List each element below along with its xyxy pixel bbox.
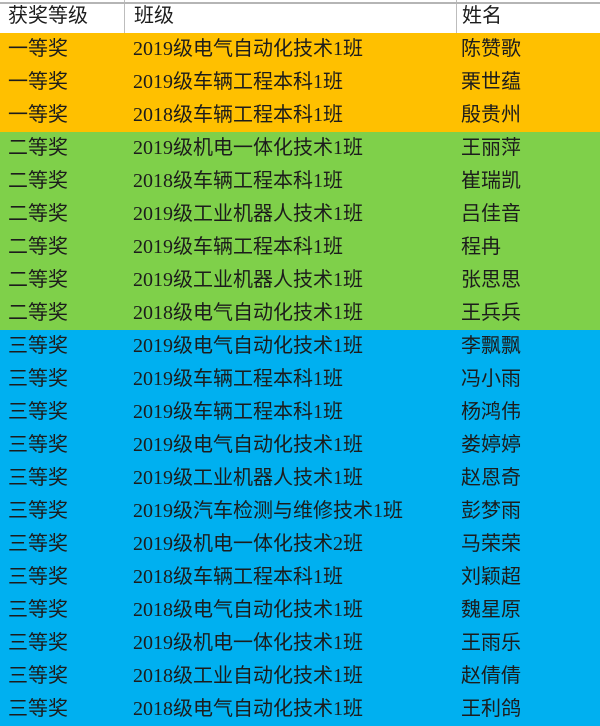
cell-name[interactable]: 马荣荣	[461, 533, 521, 555]
table-row: 三等奖 2019级车辆工程本科1班 杨鸿伟	[0, 396, 600, 429]
table-row: 三等奖 2019级机电一体化技术1班 王雨乐	[0, 627, 600, 660]
cell-class[interactable]: 2019级工业机器人技术1班	[133, 269, 363, 291]
table-body: 一等奖 2019级电气自动化技术1班 陈赞歌 一等奖 2019级车辆工程本科1班…	[0, 33, 600, 726]
table-row: 一等奖 2018级车辆工程本科1班 殷贵州	[0, 99, 600, 132]
cell-award-level[interactable]: 三等奖	[8, 368, 68, 390]
table-row: 一等奖 2019级电气自动化技术1班 陈赞歌	[0, 33, 600, 66]
cell-name[interactable]: 王利鸽	[461, 698, 521, 720]
table-row: 二等奖 2019级工业机器人技术1班 张思思	[0, 264, 600, 297]
table-row: 二等奖 2019级机电一体化技术1班 王丽萍	[0, 132, 600, 165]
cell-award-level[interactable]: 三等奖	[8, 665, 68, 687]
cell-class[interactable]: 2019级机电一体化技术1班	[133, 632, 363, 654]
cell-award-level[interactable]: 三等奖	[8, 434, 68, 456]
cell-name[interactable]: 崔瑞凯	[461, 170, 521, 192]
table-row: 二等奖 2019级工业机器人技术1班 吕佳音	[0, 198, 600, 231]
cell-class[interactable]: 2019级机电一体化技术2班	[133, 533, 363, 555]
cell-name[interactable]: 栗世蕴	[461, 71, 521, 93]
cell-award-level[interactable]: 三等奖	[8, 698, 68, 720]
cell-class[interactable]: 2018级电气自动化技术1班	[133, 302, 363, 324]
cell-name[interactable]: 王兵兵	[461, 302, 521, 324]
cell-award-level[interactable]: 三等奖	[8, 599, 68, 621]
cell-class[interactable]: 2018级电气自动化技术1班	[133, 698, 363, 720]
cell-name[interactable]: 张思思	[461, 269, 521, 291]
cell-name[interactable]: 杨鸿伟	[461, 401, 521, 423]
cell-name[interactable]: 吕佳音	[461, 203, 521, 225]
cell-award-level[interactable]: 三等奖	[8, 566, 68, 588]
cell-class[interactable]: 2019级车辆工程本科1班	[133, 236, 343, 258]
cell-award-level[interactable]: 三等奖	[8, 632, 68, 654]
cell-class[interactable]: 2019级电气自动化技术1班	[133, 335, 363, 357]
cell-award-level[interactable]: 三等奖	[8, 533, 68, 555]
cell-award-level[interactable]: 二等奖	[8, 236, 68, 258]
cell-class[interactable]: 2019级工业机器人技术1班	[133, 467, 363, 489]
cell-award-level[interactable]: 三等奖	[8, 500, 68, 522]
table-row: 三等奖 2019级电气自动化技术1班 娄婷婷	[0, 429, 600, 462]
cell-class[interactable]: 2018级车辆工程本科1班	[133, 104, 343, 126]
cell-name[interactable]: 赵倩倩	[461, 665, 521, 687]
table-row: 三等奖 2019级车辆工程本科1班 冯小雨	[0, 363, 600, 396]
column-header-name[interactable]: 姓名	[456, 0, 600, 33]
cell-award-level[interactable]: 三等奖	[8, 401, 68, 423]
cell-class[interactable]: 2019级汽车检测与维修技术1班	[133, 500, 403, 522]
table-row: 三等奖 2019级工业机器人技术1班 赵恩奇	[0, 462, 600, 495]
table-row: 三等奖 2019级机电一体化技术2班 马荣荣	[0, 528, 600, 561]
cell-class[interactable]: 2019级车辆工程本科1班	[133, 368, 343, 390]
cell-name[interactable]: 程冉	[461, 236, 501, 258]
cell-class[interactable]: 2019级机电一体化技术1班	[133, 137, 363, 159]
cell-class[interactable]: 2019级电气自动化技术1班	[133, 434, 363, 456]
cell-award-level[interactable]: 三等奖	[8, 335, 68, 357]
cell-class[interactable]: 2018级电气自动化技术1班	[133, 599, 363, 621]
cell-award-level[interactable]: 三等奖	[8, 467, 68, 489]
table-row: 三等奖 2018级电气自动化技术1班 王利鸽	[0, 693, 600, 726]
table-row: 三等奖 2019级汽车检测与维修技术1班 彭梦雨	[0, 495, 600, 528]
cell-name[interactable]: 刘颖超	[461, 566, 521, 588]
cell-name[interactable]: 冯小雨	[461, 368, 521, 390]
cell-award-level[interactable]: 二等奖	[8, 203, 68, 225]
cell-class[interactable]: 2018级车辆工程本科1班	[133, 170, 343, 192]
cell-class[interactable]: 2019级车辆工程本科1班	[133, 71, 343, 93]
cell-award-level[interactable]: 二等奖	[8, 137, 68, 159]
table-row: 二等奖 2018级电气自动化技术1班 王兵兵	[0, 297, 600, 330]
cell-class[interactable]: 2019级工业机器人技术1班	[133, 203, 363, 225]
cell-award-level[interactable]: 二等奖	[8, 269, 68, 291]
cell-award-level[interactable]: 一等奖	[8, 38, 68, 60]
table-row: 三等奖 2018级电气自动化技术1班 魏星原	[0, 594, 600, 627]
cell-name[interactable]: 魏星原	[461, 599, 521, 621]
cell-award-level[interactable]: 一等奖	[8, 71, 68, 93]
cell-name[interactable]: 彭梦雨	[461, 500, 521, 522]
table-row: 一等奖 2019级车辆工程本科1班 栗世蕴	[0, 66, 600, 99]
column-header-class[interactable]: 班级	[124, 0, 456, 33]
cell-class[interactable]: 2019级车辆工程本科1班	[133, 401, 343, 423]
cell-name[interactable]: 李飘飘	[461, 335, 521, 357]
cell-award-level[interactable]: 二等奖	[8, 302, 68, 324]
cell-name[interactable]: 娄婷婷	[461, 434, 521, 456]
column-header-award-level[interactable]: 获奖等级	[8, 5, 88, 27]
table-row: 三等奖 2019级电气自动化技术1班 李飘飘	[0, 330, 600, 363]
cell-name[interactable]: 王丽萍	[461, 137, 521, 159]
cell-award-level[interactable]: 二等奖	[8, 170, 68, 192]
cell-name[interactable]: 陈赞歌	[461, 38, 521, 60]
table-row: 二等奖 2019级车辆工程本科1班 程冉	[0, 231, 600, 264]
table-row: 三等奖 2018级工业自动化技术1班 赵倩倩	[0, 660, 600, 693]
cell-class[interactable]: 2018级车辆工程本科1班	[133, 566, 343, 588]
cell-name[interactable]: 殷贵州	[461, 104, 521, 126]
table-row: 三等奖 2018级车辆工程本科1班 刘颖超	[0, 561, 600, 594]
cell-class[interactable]: 2018级工业自动化技术1班	[133, 665, 363, 687]
cell-class[interactable]: 2019级电气自动化技术1班	[133, 38, 363, 60]
header-row: 获奖等级 班级 姓名	[0, 0, 600, 33]
cell-award-level[interactable]: 一等奖	[8, 104, 68, 126]
cell-name[interactable]: 王雨乐	[461, 632, 521, 654]
table-row: 二等奖 2018级车辆工程本科1班 崔瑞凯	[0, 165, 600, 198]
cell-name[interactable]: 赵恩奇	[461, 467, 521, 489]
